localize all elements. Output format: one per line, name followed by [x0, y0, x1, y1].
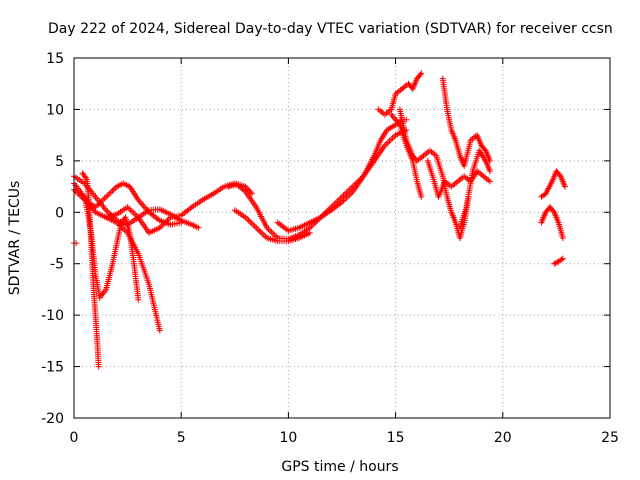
series-track-r	[551, 255, 566, 267]
plot-border	[73, 57, 611, 419]
y-tick-label: 10	[46, 102, 64, 118]
series-track-k	[388, 111, 425, 200]
x-tick-label: 25	[601, 430, 619, 446]
series-track-m	[424, 157, 493, 200]
series-track-n	[439, 75, 493, 169]
y-tick-label: -10	[41, 308, 64, 324]
series-track-j	[375, 70, 425, 118]
series-track-s	[71, 240, 80, 247]
y-tick-label: 5	[55, 154, 64, 170]
plus-markers	[456, 147, 493, 231]
series-track-p	[538, 168, 568, 200]
y-tick-label: -20	[41, 411, 64, 427]
y-tick-label: 0	[55, 205, 64, 221]
plot-frame	[73, 57, 611, 419]
plus-markers	[396, 106, 472, 241]
plus-markers	[439, 75, 493, 169]
plus-markers	[424, 157, 493, 200]
y-tick-label: -15	[41, 360, 64, 376]
y-tick-label: -5	[50, 257, 64, 273]
plus-markers	[274, 127, 410, 234]
plus-markers	[375, 70, 425, 118]
x-tick-label: 20	[494, 430, 512, 446]
x-tick-label: 5	[177, 430, 186, 446]
grid-lines	[74, 58, 610, 418]
series-track-f	[103, 214, 163, 334]
y-axis-label: SDTVAR / TECUs	[7, 181, 23, 296]
x-axis-label: GPS time / hours	[281, 459, 398, 475]
y-tick-label: 15	[46, 51, 64, 67]
plus-markers	[551, 255, 566, 267]
x-tick-label: 10	[279, 430, 297, 446]
series-track-q	[538, 204, 566, 241]
plus-markers	[388, 111, 425, 200]
plus-markers	[71, 240, 80, 247]
series-track-o	[456, 147, 493, 231]
series-track-i	[274, 127, 410, 234]
series-track-l	[396, 106, 472, 241]
chart-title: Day 222 of 2024, Sidereal Day-to-day VTE…	[48, 21, 613, 37]
plus-markers	[538, 168, 568, 200]
data-points	[71, 70, 568, 370]
x-tick-label: 15	[387, 430, 405, 446]
axis-ticks: 0 5 10 15 20 25 -20 -15 -10 -5 0 5 10 15	[41, 51, 619, 446]
plus-markers	[538, 204, 566, 241]
x-tick-label: 0	[70, 430, 79, 446]
plus-markers	[103, 214, 163, 334]
